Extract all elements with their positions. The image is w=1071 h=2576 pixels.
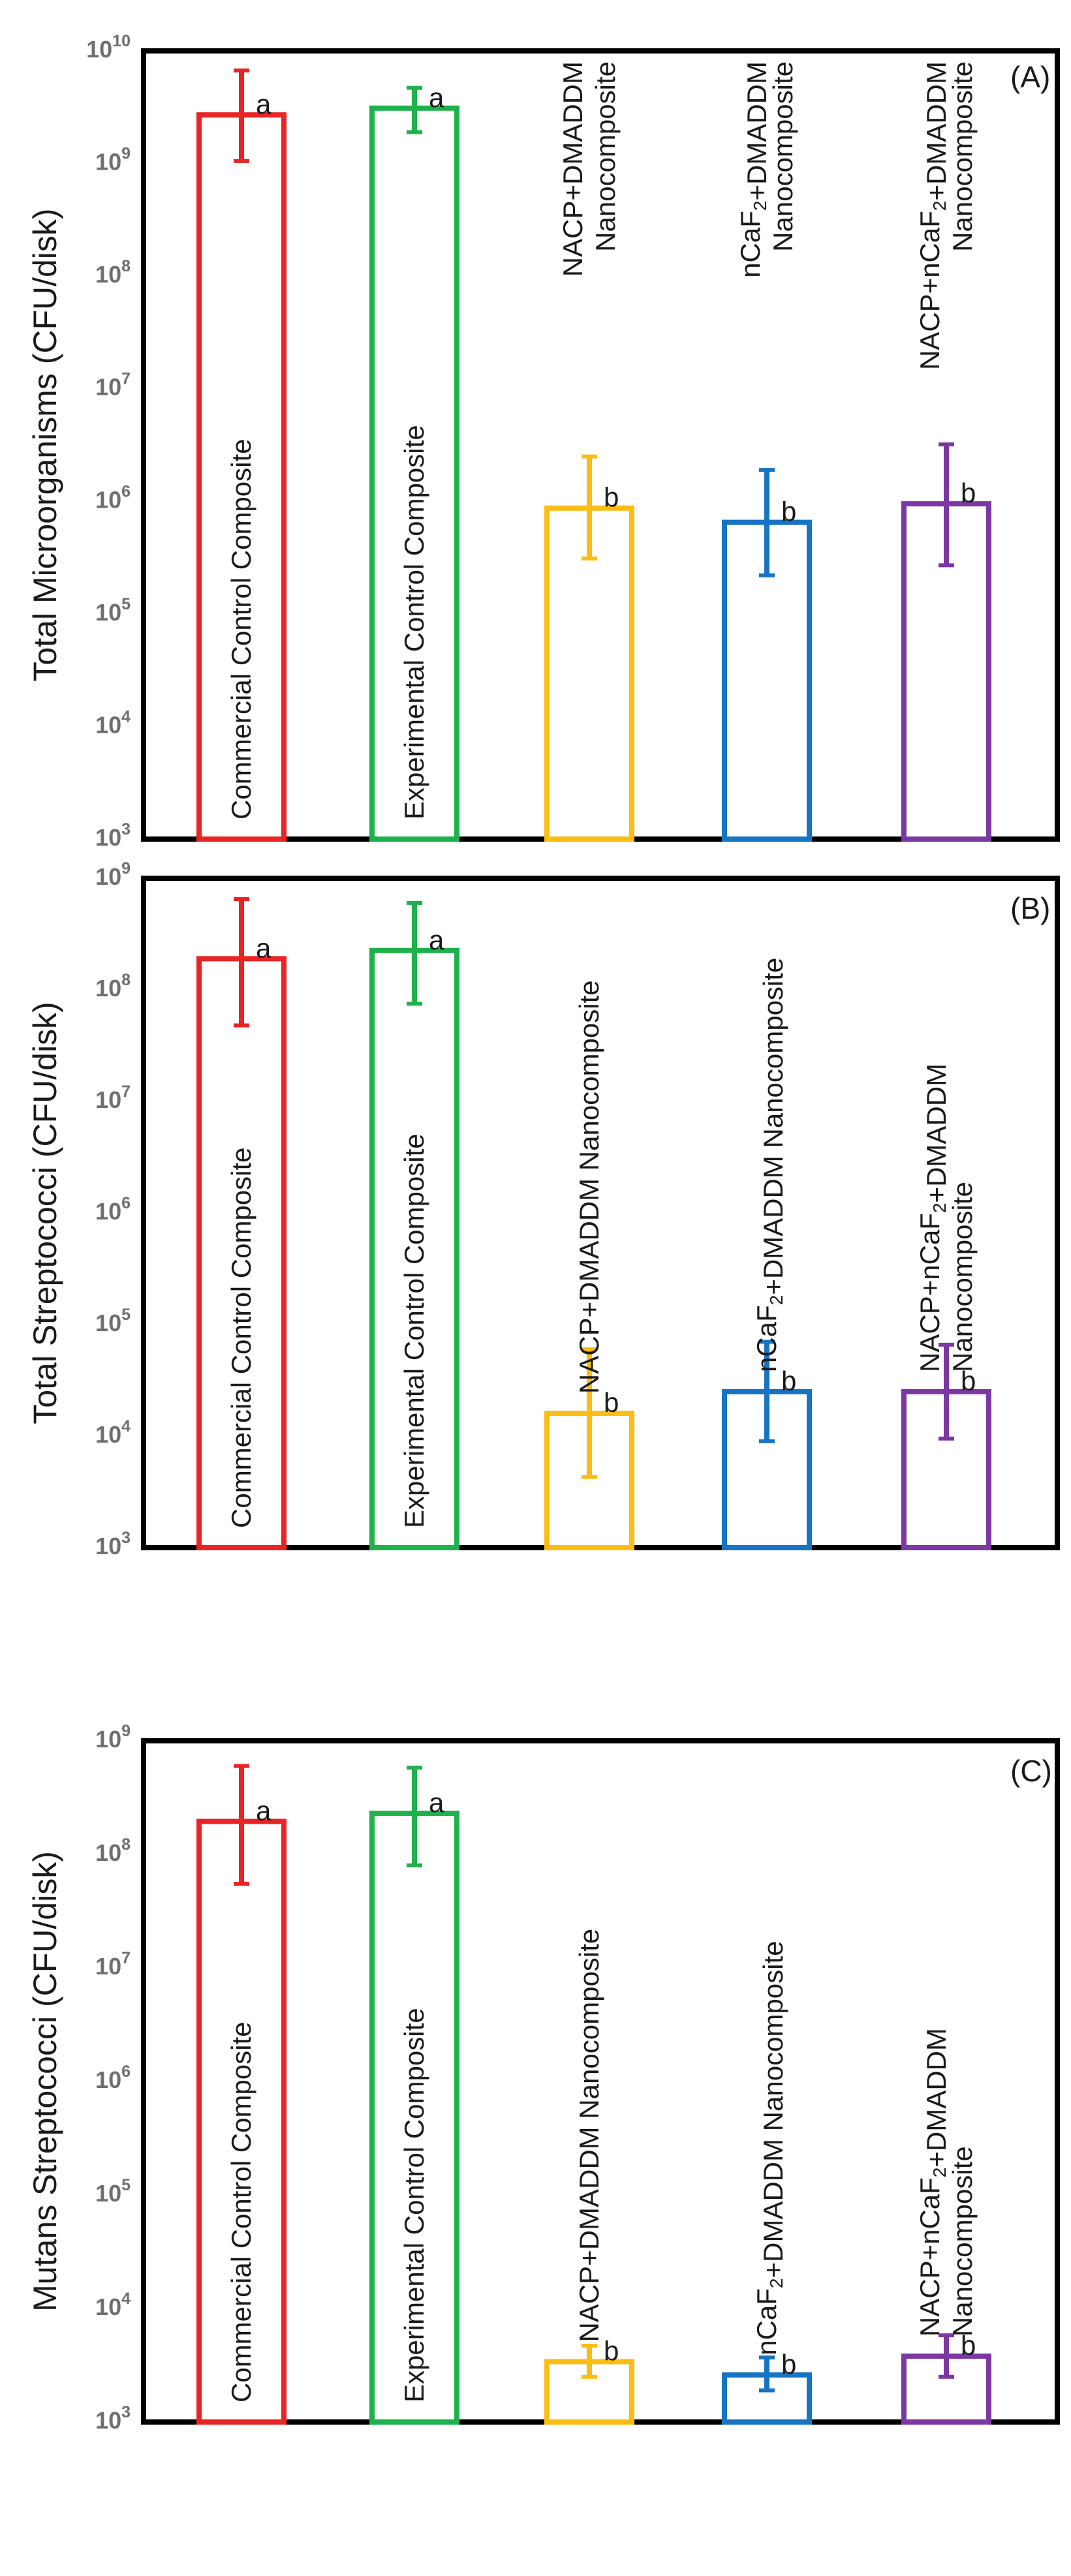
category-label-line: NACP+nCaF2+DMADDM bbox=[914, 2028, 952, 2337]
y-tick-label: 104 bbox=[95, 1417, 131, 1448]
significance-label: a bbox=[256, 1796, 272, 1826]
y-tick-label: 1010 bbox=[86, 32, 131, 63]
panel-c-y-axis-label: Mutans Streptococci (CFU/disk) bbox=[27, 1851, 63, 2312]
significance-label: b bbox=[781, 497, 796, 527]
significance-label: a bbox=[429, 925, 444, 955]
significance-label: a bbox=[256, 89, 272, 119]
category-label-line: Nanocomposite bbox=[947, 61, 978, 252]
significance-label: b bbox=[604, 482, 619, 513]
panel-b-bars: a Commercial Control Composite a Experiment… bbox=[196, 897, 991, 1550]
category-label: nCaF2+DMADDM Nanocomposite bbox=[751, 1940, 788, 2355]
category-label: Experimental Control Composite bbox=[399, 2008, 429, 2402]
panel-a-bars: a Commercial Control Composite a Experiment… bbox=[196, 61, 991, 842]
panel-c-bars: a Commercial Control Composite a Experiment… bbox=[196, 1764, 991, 2425]
y-tick-label: 105 bbox=[95, 1306, 131, 1336]
category-label-line: Nanocomposite bbox=[947, 1182, 978, 1372]
category-label-line: Experimental Control Composite bbox=[399, 425, 429, 820]
panel-b-title: (B) bbox=[1010, 891, 1050, 925]
significance-label: b bbox=[961, 2330, 976, 2361]
category-label-line: NACP+DMADDM Nanocomposite bbox=[574, 1929, 604, 2342]
category-label-line: Experimental Control Composite bbox=[399, 2008, 429, 2402]
category-label-line: Commercial Control Composite bbox=[226, 2021, 256, 2402]
panel-a-y-axis-label: Total Microorganisms (CFU/disk) bbox=[27, 208, 63, 681]
y-tick-label: 108 bbox=[95, 257, 131, 288]
panel-c-title: (C) bbox=[1010, 1754, 1052, 1788]
category-label-line: Nanocomposite bbox=[947, 2146, 978, 2337]
category-label: Commercial Control Composite bbox=[226, 2021, 256, 2402]
significance-label: a bbox=[429, 82, 444, 113]
y-tick-label: 106 bbox=[95, 2062, 131, 2093]
y-tick-label: 104 bbox=[95, 707, 131, 738]
category-label-line: nCaF2+DMADDM Nanocomposite bbox=[751, 958, 788, 1372]
category-label: Experimental Control Composite bbox=[399, 1133, 429, 1528]
y-tick-label: 108 bbox=[95, 1835, 131, 1866]
category-label: Commercial Control Composite bbox=[226, 1147, 256, 1528]
category-label: nCaF2+DMADDM Nanocomposite bbox=[751, 958, 788, 1372]
y-tick-label: 109 bbox=[95, 859, 131, 890]
significance-label: a bbox=[429, 1787, 444, 1818]
significance-label: b bbox=[961, 1366, 976, 1396]
significance-label: b bbox=[781, 1366, 796, 1396]
y-tick-label: 106 bbox=[95, 482, 131, 513]
y-tick-label: 107 bbox=[95, 370, 131, 401]
y-tick-label: 105 bbox=[95, 595, 131, 626]
category-label-line: Commercial Control Composite bbox=[226, 438, 256, 820]
category-label-line: nCaF2+DMADDM Nanocomposite bbox=[751, 1940, 788, 2355]
panel-a: (A) Total Microorganisms (CFU/disk) 1031… bbox=[27, 32, 1060, 851]
y-tick-label: 107 bbox=[95, 1082, 131, 1113]
panel-a-y-ticks: 103 104 105 106 107 108 109 1010 bbox=[86, 32, 131, 851]
y-tick-label: 103 bbox=[95, 820, 131, 851]
category-label: NACP+DMADDM Nanocomposite bbox=[557, 61, 621, 277]
category-label-line: Experimental Control Composite bbox=[399, 1133, 429, 1528]
category-label: NACP+DMADDM Nanocomposite bbox=[574, 1929, 604, 2342]
panel-b-y-axis-label: Total Streptococci (CFU/disk) bbox=[27, 1002, 63, 1424]
category-label: NACP+DMADDM Nanocomposite bbox=[574, 980, 604, 1394]
y-tick-label: 107 bbox=[95, 1949, 131, 1980]
significance-label: b bbox=[604, 2336, 619, 2367]
category-label-line: NACP+DMADDM bbox=[557, 61, 588, 277]
y-tick-label: 106 bbox=[95, 1194, 131, 1225]
y-tick-label: 104 bbox=[95, 2290, 131, 2320]
category-label: Commercial Control Composite bbox=[226, 438, 256, 820]
category-label-line: NACP+nCaF2+DMADDM bbox=[914, 61, 952, 370]
significance-label: a bbox=[256, 932, 272, 963]
category-label-line: NACP+DMADDM Nanocomposite bbox=[574, 980, 604, 1394]
y-tick-label: 109 bbox=[95, 145, 131, 176]
category-label-line: NACP+nCaF2+DMADDM bbox=[914, 1064, 952, 1372]
category-label-line: nCaF2+DMADDM bbox=[735, 61, 772, 278]
panel-b: (B) Total Streptococci (CFU/disk) 103 104… bbox=[27, 859, 1060, 1559]
category-label-line: Commercial Control Composite bbox=[226, 1147, 256, 1528]
significance-label: b bbox=[961, 478, 976, 508]
y-tick-label: 103 bbox=[95, 2403, 131, 2434]
y-tick-label: 105 bbox=[95, 2176, 131, 2207]
panel-c-y-ticks: 103 104 105 106 107 108 109 bbox=[95, 1722, 131, 2434]
category-label-line: Nanocomposite bbox=[590, 61, 621, 252]
significance-label: b bbox=[781, 2349, 796, 2380]
significance-label: b bbox=[604, 1387, 619, 1418]
y-tick-label: 103 bbox=[95, 1529, 131, 1559]
y-tick-label: 109 bbox=[95, 1722, 131, 1753]
y-tick-label: 108 bbox=[95, 971, 131, 1002]
panel-a-title: (A) bbox=[1010, 60, 1050, 94]
category-label: Experimental Control Composite bbox=[399, 425, 429, 820]
panel-c: (C) Mutans Streptococci (CFU/disk) 10310… bbox=[27, 1722, 1060, 2434]
panel-b-y-ticks: 103 104 105 106 107 108 109 bbox=[95, 859, 131, 1559]
category-label-line: Nanocomposite bbox=[768, 61, 798, 252]
